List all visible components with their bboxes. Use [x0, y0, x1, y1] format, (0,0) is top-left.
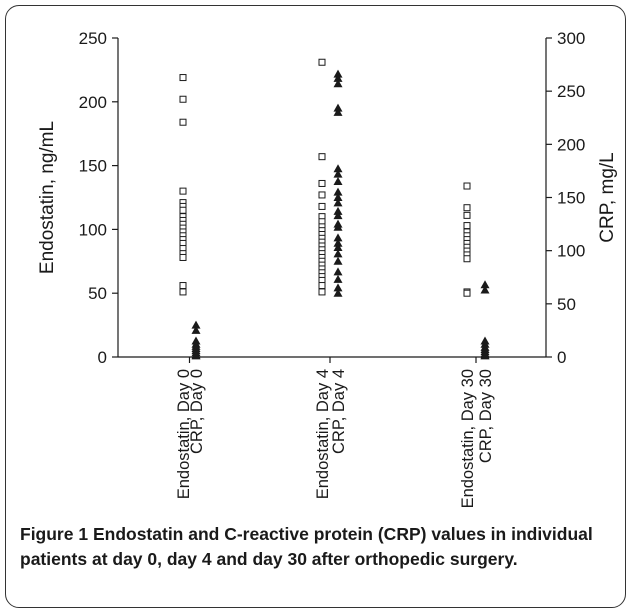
- endostatin-point: [463, 289, 471, 297]
- crp-point: [191, 320, 201, 329]
- endostatin-point: [318, 179, 326, 187]
- figure-frame: [5, 5, 626, 608]
- crp-point: [333, 73, 343, 82]
- right-tick-label: 250: [557, 82, 585, 101]
- endostatin-point: [179, 187, 187, 195]
- right-tick-label: 50: [557, 295, 576, 314]
- crp-point: [480, 351, 490, 360]
- endostatin-point: [463, 222, 471, 230]
- crp-point: [333, 233, 343, 242]
- x-category-label: CRP, Day 0: [188, 369, 206, 454]
- crp-point: [333, 164, 343, 173]
- right-tick-label: 100: [557, 242, 585, 261]
- x-category-label: CRP, Day 4: [330, 369, 348, 454]
- crp-point: [333, 107, 343, 116]
- x-category-label: Endostatin, Day 0: [175, 369, 193, 499]
- crp-point: [333, 222, 343, 231]
- crp-point: [480, 285, 490, 294]
- crp-point: [333, 206, 343, 215]
- endostatin-point: [179, 74, 187, 82]
- endostatin-point: [463, 255, 471, 263]
- left-axis-title: Endostatin, ng/mL: [37, 121, 58, 274]
- crp-point: [333, 238, 343, 247]
- left-tick-label: 200: [79, 93, 107, 112]
- endostatin-point: [179, 253, 187, 261]
- right-tick-label: 150: [557, 189, 585, 208]
- figure-label: Figure 1: [20, 524, 89, 544]
- endostatin-point: [463, 211, 471, 219]
- crp-point: [333, 256, 343, 265]
- crp-point: [191, 351, 201, 360]
- crp-point: [333, 274, 343, 283]
- right-tick-label: 300: [557, 29, 585, 48]
- figure-caption: Figure 1 Endostatin and C-reactive prote…: [20, 522, 620, 572]
- crp-point: [333, 288, 343, 297]
- crp-point: [333, 211, 343, 220]
- right-axis-title: CRP, mg/L: [597, 152, 618, 242]
- endostatin-point: [179, 118, 187, 126]
- endostatin-point: [318, 153, 326, 161]
- right-tick-label: 200: [557, 135, 585, 154]
- crp-point: [333, 169, 343, 178]
- endostatin-point: [179, 282, 187, 290]
- right-tick-label: 0: [557, 348, 566, 367]
- endostatin-point: [179, 288, 187, 296]
- left-tick-label: 150: [79, 157, 107, 176]
- left-tick-label: 100: [79, 220, 107, 239]
- crp-point: [333, 249, 343, 258]
- crp-point: [333, 193, 343, 201]
- left-tick-label: 50: [88, 284, 107, 303]
- endostatin-point: [318, 202, 326, 210]
- crp-point: [333, 69, 343, 78]
- figure-caption-text: Endostatin and C-reactive protein (CRP) …: [20, 524, 593, 569]
- endostatin-point: [463, 204, 471, 212]
- x-category-label: Endostatin, Day 4: [314, 369, 332, 499]
- endostatin-point: [318, 58, 326, 66]
- left-tick-label: 250: [79, 29, 107, 48]
- crp-point: [333, 242, 343, 251]
- crp-point: [333, 79, 343, 88]
- scatter-chart: 0 50 100 150 200 250 0 50 100 150 200 250 300 Endosta…: [37, 29, 618, 508]
- crp-point: [333, 177, 343, 186]
- x-category-label: Endostatin, Day 30: [459, 369, 477, 508]
- crp-point: [333, 103, 343, 112]
- endostatin-point: [463, 182, 471, 190]
- left-tick-label: 0: [98, 348, 107, 367]
- x-category-label: CRP, Day 30: [477, 369, 495, 463]
- endostatin-point: [318, 282, 326, 290]
- crp-point: [480, 280, 490, 289]
- crp-point: [333, 187, 343, 196]
- endostatin-point: [318, 288, 326, 296]
- crp-point: [333, 198, 343, 207]
- endostatin-point: [318, 191, 326, 199]
- endostatin-point: [179, 95, 187, 103]
- crp-point: [191, 325, 201, 334]
- crp-point: [333, 267, 343, 276]
- crp-point: [333, 283, 343, 292]
- endostatin-point: [179, 206, 187, 214]
